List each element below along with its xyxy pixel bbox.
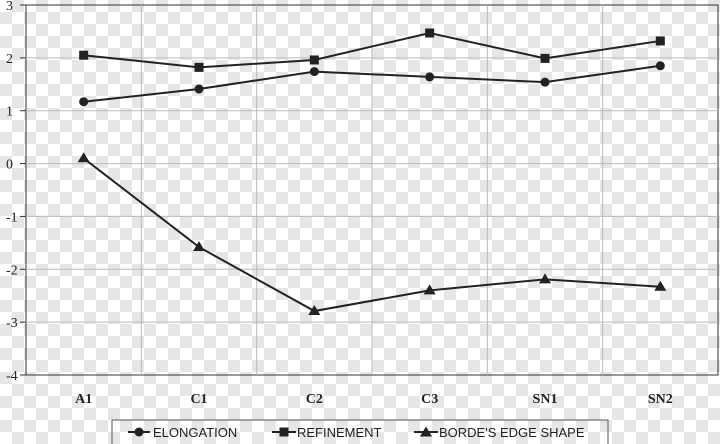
data-point-circle xyxy=(425,72,435,82)
series-line-2 xyxy=(83,157,661,313)
y-tick-label: -1 xyxy=(6,210,18,225)
data-point-triangle xyxy=(654,280,667,291)
data-point-triangle xyxy=(193,241,205,252)
data-point-circle xyxy=(309,67,319,77)
y-tick-label: 2 xyxy=(6,52,13,67)
data-point-circle xyxy=(79,97,89,107)
legend: ELONGATION REFINEMENT BORDE'S EDGE SHAPE xyxy=(111,419,609,444)
data-point-triangle xyxy=(423,284,436,295)
y-tick-label: 1 xyxy=(6,105,13,120)
legend-box xyxy=(111,419,609,444)
data-point-square xyxy=(79,50,89,60)
data-point-square xyxy=(425,28,435,38)
series-line-1 xyxy=(83,31,661,69)
data-point-triangle xyxy=(539,273,551,284)
y-tick-label: -3 xyxy=(6,316,18,331)
data-point-triangle xyxy=(308,305,321,316)
x-tick-label: C1 xyxy=(190,392,207,407)
y-tick-label: -4 xyxy=(6,369,18,384)
data-point-circle xyxy=(194,84,204,94)
legend-marker-square-icon xyxy=(279,427,289,437)
data-point-square xyxy=(540,53,550,63)
legend-label-refinement: REFINEMENT xyxy=(297,425,382,440)
series-lines xyxy=(77,28,667,316)
y-tick-label: 0 xyxy=(6,158,13,173)
x-tick-label: C2 xyxy=(306,392,323,407)
data-point-square xyxy=(194,62,204,72)
x-tick-label: A1 xyxy=(75,392,92,407)
legend-marker-triangle-icon xyxy=(420,426,432,437)
data-point-triangle xyxy=(77,152,90,163)
legend-label-bordes-edge-shape: BORDE'S EDGE SHAPE xyxy=(439,425,585,440)
data-point-square xyxy=(309,55,319,65)
data-point-circle xyxy=(540,77,550,87)
x-tick-label: SN2 xyxy=(648,392,673,407)
y-tick-label: 3 xyxy=(6,0,13,14)
series-line-0 xyxy=(83,64,661,103)
x-tick-label: C3 xyxy=(421,392,438,407)
legend-label-elongation: ELONGATION xyxy=(153,425,237,440)
data-point-circle xyxy=(655,61,665,71)
data-point-square xyxy=(655,36,665,46)
y-tick-label: -2 xyxy=(6,263,18,278)
x-axis-ticks: A1 C1 C2 C3 SN1 SN2 xyxy=(75,392,673,407)
legend-marker-circle-icon xyxy=(134,427,144,437)
grid-lines xyxy=(26,5,718,375)
y-axis-ticks: 3 2 1 0 -1 -2 -3 -4 xyxy=(6,0,26,384)
x-tick-label: SN1 xyxy=(533,392,558,407)
